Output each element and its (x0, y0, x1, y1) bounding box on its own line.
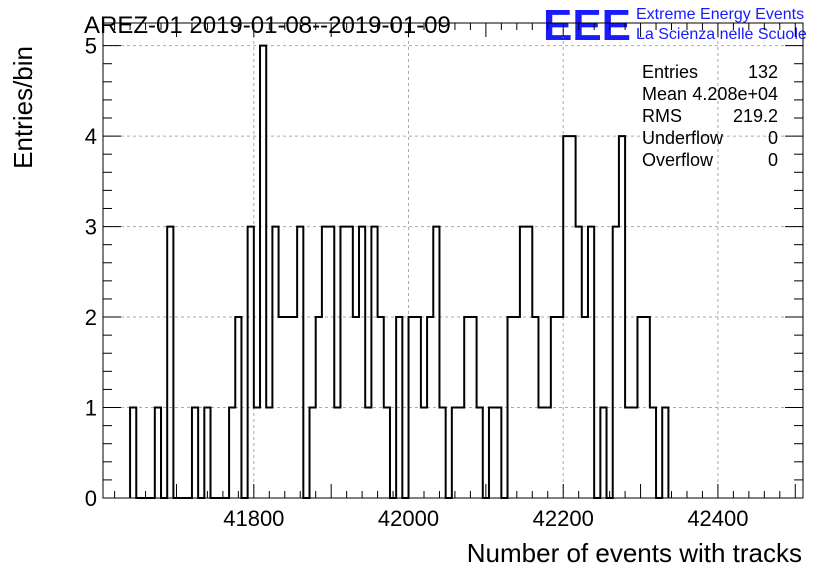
x-tick-label: 42000 (378, 506, 439, 531)
axes (102, 22, 804, 499)
stats-label: Mean (642, 84, 687, 104)
stats-value: 0 (768, 128, 778, 148)
y-tick-label: 3 (85, 215, 97, 240)
stats-label: Overflow (642, 150, 714, 170)
y-tick-label: 5 (85, 34, 97, 59)
y-tick-label: 4 (85, 124, 97, 149)
stats-label: RMS (642, 106, 682, 126)
stats-label: Entries (642, 62, 698, 82)
y-axis-tick-labels: 0 1 2 3 4 5 (85, 34, 97, 511)
x-axis-label: Number of events with tracks (467, 538, 802, 568)
stats-label: Underflow (642, 128, 724, 148)
x-tick-label: 41800 (223, 506, 284, 531)
stats-box: Entries 132 Mean 4.208e+04 RMS 219.2 Underflow… (642, 62, 778, 170)
grid-lines (103, 23, 803, 498)
y-tick-label: 0 (85, 486, 97, 511)
y-tick-label: 2 (85, 305, 97, 330)
stats-value: 4.208e+04 (692, 84, 778, 104)
logo-mark: EEE (543, 1, 631, 50)
stats-value: 219.2 (733, 106, 778, 126)
stats-value: 0 (768, 150, 778, 170)
y-tick-label: 1 (85, 396, 97, 421)
logo-line-1: Extreme Energy Events (636, 6, 804, 23)
histogram-bars (129, 44, 670, 499)
eee-logo: EEE Extreme Energy Events La Scienza nel… (543, 1, 807, 50)
stats-value: 132 (748, 62, 778, 82)
plot-frame (102, 22, 804, 499)
x-tick-label: 42400 (687, 506, 748, 531)
x-axis-tick-labels: 41800 42000 42200 42400 (223, 506, 748, 531)
y-axis-label: Entries/bin (8, 46, 38, 169)
logo-line-2: La Scienza nelle Scuole (636, 26, 807, 43)
chart-title: AREZ-01 2019-01-08--2019-01-09 (84, 12, 451, 39)
x-tick-label: 42200 (533, 506, 594, 531)
histogram-outline (129, 44, 670, 499)
